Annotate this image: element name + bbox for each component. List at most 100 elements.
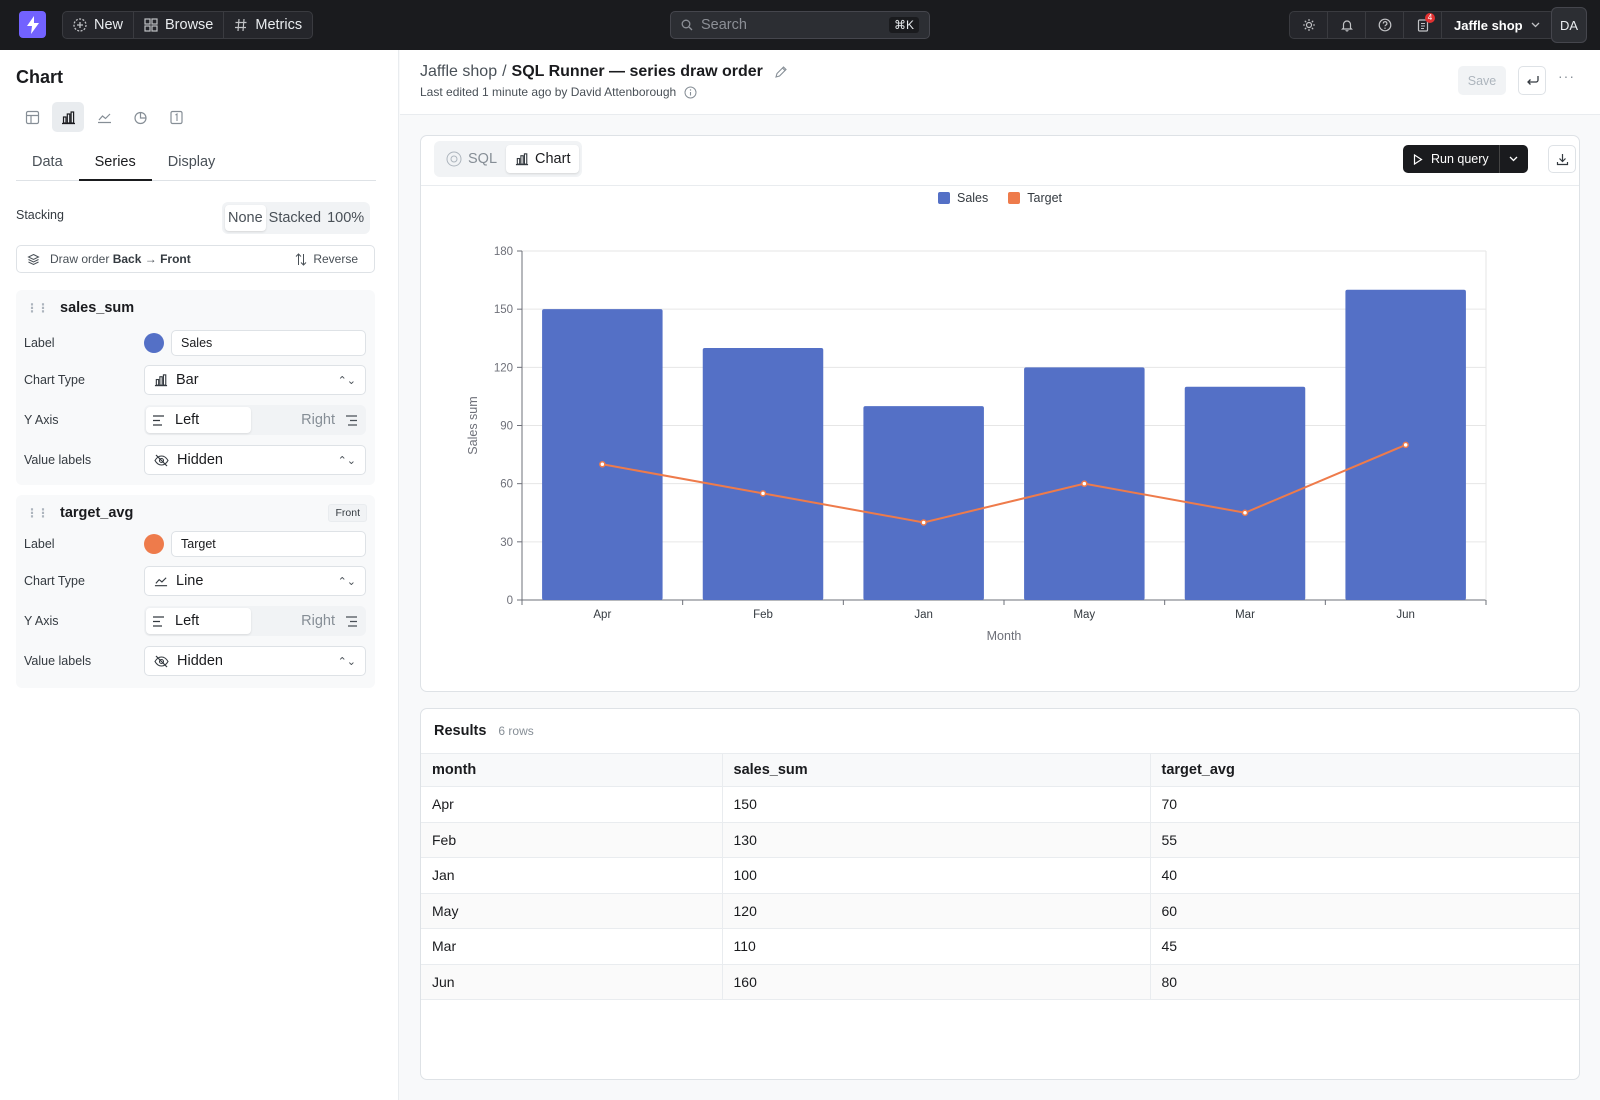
column-header-target-avg[interactable]: target_avg [1150,753,1579,787]
table-cell[interactable]: Mar [421,928,723,965]
table-cell[interactable]: Apr [421,786,723,823]
front-badge: Front [328,504,367,522]
pencil-icon[interactable] [774,65,788,79]
stacking-control: None Stacked 100% [222,202,371,234]
table-row: Apr 150 70 [421,786,1579,823]
search-icon [681,19,693,31]
table-cell[interactable]: Feb [421,822,723,858]
stacking-none-option[interactable]: None [225,205,266,231]
y-tick-label: 180 [494,246,513,258]
sparkle-icon [1302,19,1315,31]
drag-handle-icon[interactable]: ⋮⋮ [26,506,49,520]
notifications-button[interactable] [1328,12,1366,38]
chart-type-field: Chart Type [24,574,85,588]
line-viz-button[interactable] [88,102,120,132]
big-number-viz-button[interactable] [160,102,192,132]
clipboard-icon [1417,19,1428,32]
table-cell[interactable]: 55 [1150,822,1579,858]
chart-type-field: Chart Type [24,373,85,387]
y-axis-right-option[interactable]: Right [251,412,364,428]
value-labels-select[interactable]: Hidden ⌃⌄ [144,445,366,475]
chart-mode-button[interactable]: Chart [506,145,580,173]
tasks-button[interactable]: 4 [1404,12,1442,38]
color-swatch[interactable] [144,333,164,353]
run-query-button[interactable]: Run query [1403,145,1528,173]
results-title: Results [434,723,487,739]
point-target [759,490,767,497]
y-axis-row: Y Axis Left Right [24,606,367,636]
browse-button[interactable]: Browse [134,12,225,38]
table-cell[interactable]: 120 [722,893,1151,929]
legend-item-sales[interactable]: Sales [937,191,988,205]
run-options-button[interactable] [1500,156,1528,162]
help-button[interactable] [1366,12,1404,38]
column-header-month[interactable]: month [421,753,723,787]
table-cell[interactable]: 150 [722,786,1151,823]
run-query-main[interactable]: Run query [1403,145,1500,173]
tab-series[interactable]: Series [78,150,152,181]
table-cell[interactable]: 45 [1150,928,1579,965]
table-cell[interactable]: 80 [1150,964,1579,1000]
y-axis-control: Left Right [144,405,366,435]
breadcrumb-project[interactable]: Jaffle shop [420,63,498,80]
chart-type-select[interactable]: Line ⌃⌄ [144,566,366,596]
series-label-input[interactable]: Target [171,531,366,557]
pie-chart-icon [133,111,147,124]
new-button[interactable]: New [63,12,135,38]
download-button[interactable] [1548,145,1576,173]
table-cell[interactable]: Jun [421,964,723,1000]
pie-viz-button[interactable] [124,102,156,132]
tab-display[interactable]: Display [167,154,216,170]
y-axis-right-option[interactable]: Right [251,613,364,629]
plus-circle-icon [73,18,87,32]
table-cell[interactable]: May [421,893,723,929]
series-label-input[interactable]: Sales [171,330,366,356]
app-logo-icon[interactable] [19,11,46,38]
drag-handle-icon[interactable]: ⋮⋮ [26,301,49,315]
project-selector[interactable]: Jaffle shop [1442,12,1554,38]
y-axis-left-option[interactable]: Left [146,608,251,634]
browse-label: Browse [165,17,214,33]
legend-item-target[interactable]: Target [1008,191,1062,205]
color-swatch[interactable] [144,534,164,554]
more-menu-icon[interactable]: ··· [1558,68,1575,84]
stacking-100-option[interactable]: 100% [327,210,365,226]
undo-button[interactable] [1518,66,1546,95]
table-cell[interactable]: 40 [1150,857,1579,894]
table-cell[interactable]: 60 [1150,893,1579,929]
table-cell[interactable]: 110 [722,928,1151,965]
y-tick-label: 60 [500,479,513,491]
search-input[interactable]: Search ⌘K [670,11,930,39]
page-title[interactable]: SQL Runner — series draw order [511,63,763,80]
chart-type-select[interactable]: Bar ⌃⌄ [144,365,366,395]
chart-type-row: Chart Type Line ⌃⌄ [24,566,367,596]
tab-data[interactable]: Data [32,154,63,170]
value-labels-row: Value labels Hidden ⌃⌄ [24,445,367,475]
sql-mode-button[interactable]: SQL [437,145,506,173]
chevron-down-icon [1531,22,1540,28]
column-header-sales-sum[interactable]: sales_sum [722,753,1151,787]
reverse-button[interactable]: Reverse [295,252,364,266]
stacking-stacked-option[interactable]: Stacked [268,210,322,226]
row-count: 6 rows [498,724,534,738]
sql-mode-label: SQL [468,151,498,167]
chart-card-toolbar: SQL Chart Run query [421,136,1579,186]
table-viz-button[interactable] [16,102,48,132]
table-cell[interactable]: 100 [722,857,1151,894]
x-tick-label: Jan [914,609,933,621]
main-nav: New Browse Metrics [62,11,314,39]
ai-button[interactable] [1290,12,1328,38]
bar-viz-button[interactable] [52,102,84,132]
metrics-button[interactable]: Metrics [224,12,312,38]
table-cell[interactable]: Jan [421,857,723,894]
save-button[interactable]: Save [1458,66,1506,95]
table-cell[interactable]: 130 [722,822,1151,858]
y-axis-left-option[interactable]: Left [146,407,251,433]
info-icon[interactable] [684,86,697,99]
bar-chart-icon [515,153,529,166]
value-labels-select[interactable]: Hidden ⌃⌄ [144,646,366,676]
table-cell[interactable]: 70 [1150,786,1579,823]
table-cell[interactable]: 160 [722,964,1151,1000]
avatar[interactable]: DA [1551,7,1587,43]
metrics-label: Metrics [255,17,303,33]
